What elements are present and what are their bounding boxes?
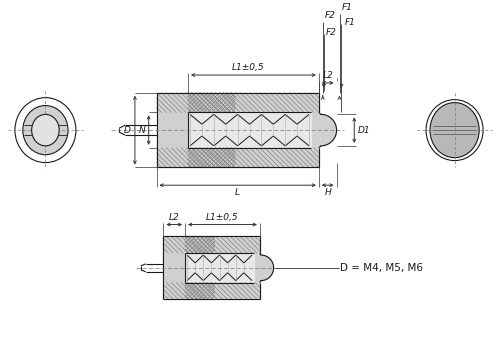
- Text: N: N: [139, 125, 145, 135]
- Text: L1±0,5: L1±0,5: [206, 212, 239, 222]
- Text: F1: F1: [342, 3, 352, 12]
- Polygon shape: [188, 113, 311, 148]
- Text: F2: F2: [326, 28, 336, 37]
- Text: D: D: [124, 125, 131, 135]
- Polygon shape: [261, 255, 274, 281]
- Text: F2: F2: [324, 11, 336, 20]
- Ellipse shape: [32, 114, 59, 146]
- Ellipse shape: [23, 105, 68, 155]
- Polygon shape: [156, 93, 319, 167]
- Ellipse shape: [430, 103, 479, 158]
- Text: H: H: [324, 188, 331, 197]
- Text: L2: L2: [169, 212, 179, 222]
- Text: D = M4, M5, M6: D = M4, M5, M6: [340, 263, 423, 273]
- Polygon shape: [164, 236, 260, 299]
- Text: F1: F1: [344, 18, 356, 27]
- Text: L1±0,5: L1±0,5: [232, 63, 265, 72]
- Text: L2: L2: [322, 71, 333, 80]
- Text: L: L: [235, 188, 240, 197]
- Polygon shape: [321, 114, 336, 146]
- Text: D1: D1: [358, 125, 371, 135]
- Polygon shape: [185, 253, 254, 283]
